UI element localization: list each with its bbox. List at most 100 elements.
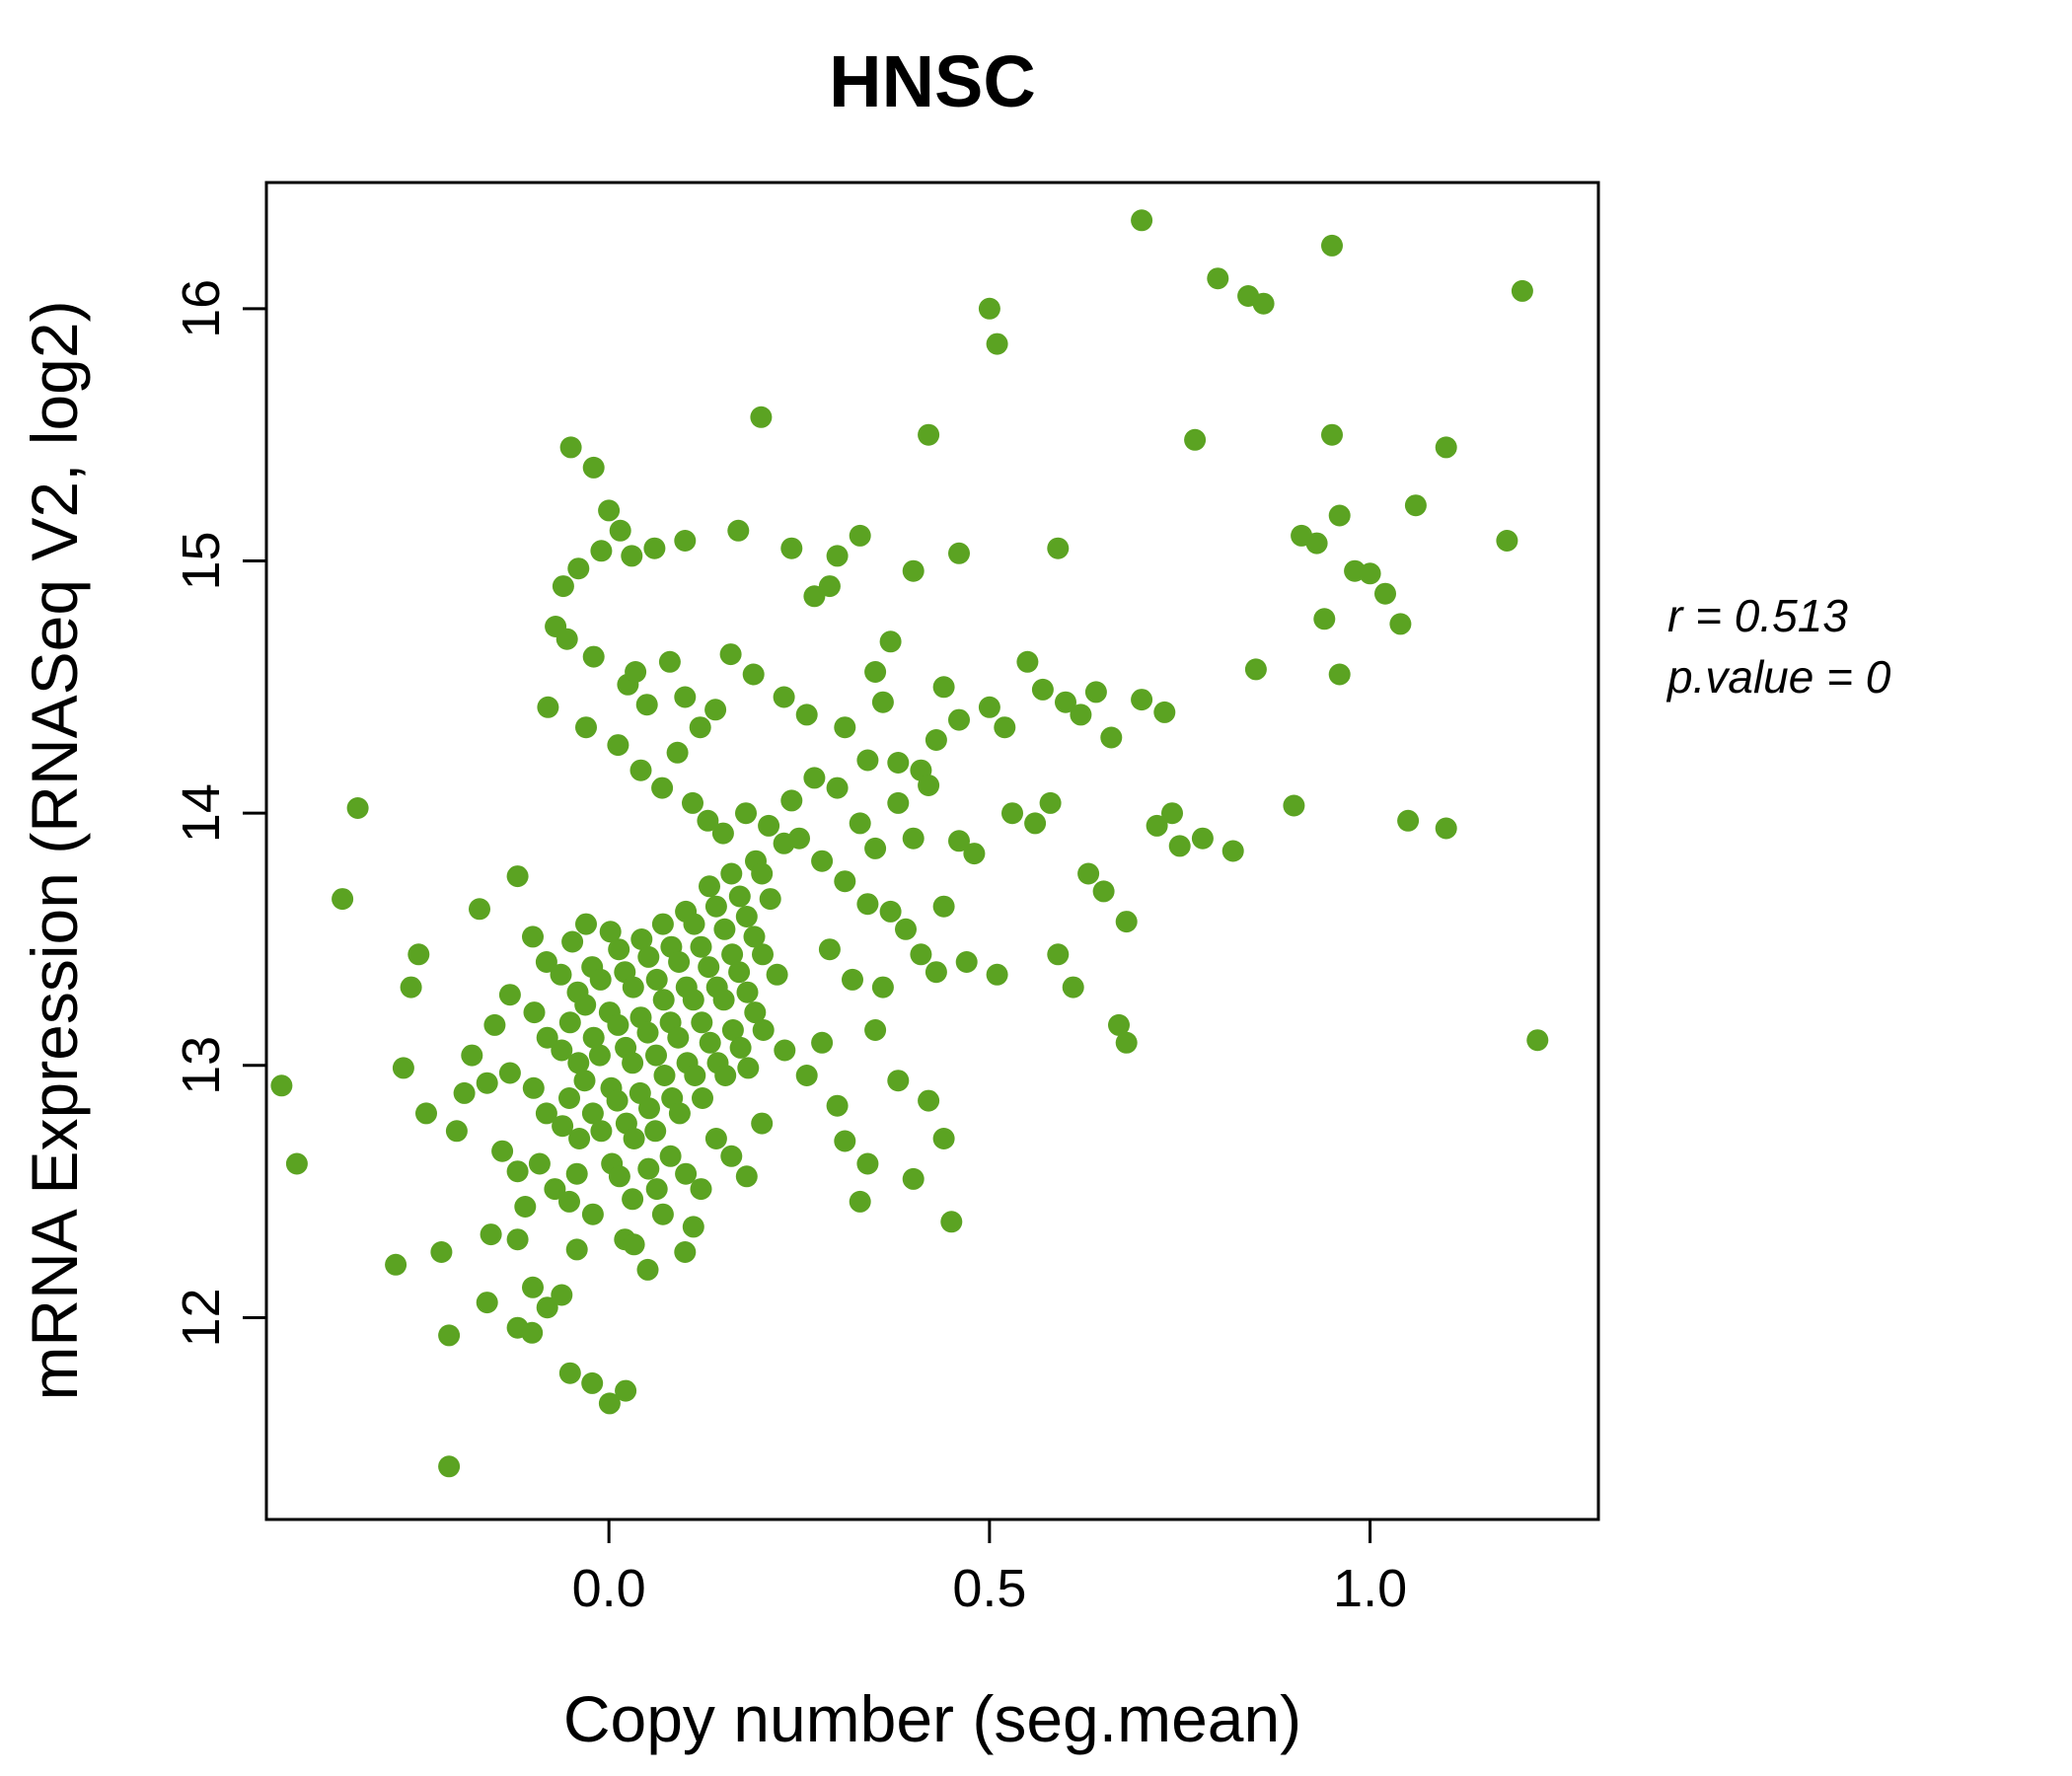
data-point: [1252, 292, 1275, 315]
data-point: [682, 989, 704, 1011]
data-point: [645, 1044, 667, 1067]
data-point: [1084, 681, 1107, 703]
data-point: [766, 963, 788, 986]
data-point: [683, 913, 705, 935]
data-point: [879, 630, 902, 653]
data-point: [932, 1128, 955, 1149]
data-point: [535, 1102, 557, 1125]
data-point: [811, 850, 834, 872]
data-point: [684, 1065, 706, 1086]
data-point: [1321, 423, 1343, 446]
data-point: [864, 837, 887, 859]
data-point: [535, 951, 557, 973]
data-point: [721, 1019, 744, 1041]
data-point: [948, 542, 970, 564]
data-point: [1047, 943, 1070, 966]
data-point: [637, 1157, 660, 1180]
data-point: [811, 1031, 834, 1054]
data-point: [744, 1001, 767, 1024]
data-point: [1191, 827, 1214, 850]
data-point: [635, 694, 658, 716]
data-point: [773, 832, 795, 854]
data-point: [759, 888, 781, 911]
data-point: [728, 961, 751, 984]
data-point: [932, 676, 955, 699]
data-point: [986, 333, 1008, 355]
data-point: [544, 1178, 566, 1201]
data-point: [879, 900, 902, 923]
data-point: [558, 1011, 581, 1034]
data-point: [842, 968, 863, 991]
data-point: [1184, 428, 1207, 451]
data-point: [1131, 689, 1153, 711]
data-point: [589, 968, 612, 991]
data-point: [445, 1120, 468, 1143]
data-point: [925, 729, 947, 751]
data-point: [567, 1052, 590, 1074]
data-point: [581, 1371, 604, 1394]
data-point: [659, 1145, 682, 1167]
data-point: [523, 1001, 546, 1024]
data-point: [955, 951, 978, 973]
data-point: [699, 875, 720, 898]
data-point: [918, 423, 940, 446]
data-point: [480, 1223, 502, 1246]
data-point: [682, 791, 703, 814]
data-point: [609, 519, 631, 542]
data-point: [599, 921, 622, 943]
data-point: [689, 716, 711, 739]
data-point: [622, 1188, 644, 1211]
data-point: [1062, 976, 1084, 999]
data-point: [1305, 532, 1328, 555]
data-point: [674, 1241, 697, 1263]
data-point: [636, 1021, 659, 1044]
data-point: [651, 913, 674, 935]
data-point: [752, 1019, 775, 1041]
data-point: [729, 1036, 752, 1059]
data-point: [498, 1062, 521, 1084]
data-point: [559, 436, 582, 459]
data-point: [491, 1140, 514, 1162]
data-point: [415, 1102, 437, 1125]
data-point: [714, 1065, 737, 1086]
data-point: [1153, 701, 1176, 723]
data-point: [555, 628, 578, 650]
x-axis-ticks: 0.0 0.5 1.0: [572, 1519, 1407, 1618]
data-point: [849, 812, 871, 835]
data-point: [887, 1070, 910, 1092]
data-point: [590, 540, 613, 562]
data-point: [521, 1321, 544, 1344]
data-point: [849, 524, 871, 547]
data-point: [750, 406, 773, 428]
data-point: [552, 1115, 574, 1138]
data-point: [1024, 812, 1047, 835]
data-point: [608, 938, 630, 961]
data-point: [1496, 530, 1518, 552]
data-point: [704, 699, 727, 721]
data-point: [522, 1276, 544, 1298]
data-point: [385, 1253, 407, 1276]
data-point: [653, 1065, 676, 1086]
data-point: [666, 741, 689, 764]
y-tick-label: 13: [172, 1036, 231, 1095]
data-point: [469, 898, 490, 921]
data-point: [561, 930, 584, 953]
data-point: [780, 789, 803, 812]
data-point: [774, 1039, 796, 1062]
data-point: [476, 1072, 498, 1094]
data-point: [438, 1455, 461, 1478]
data-point: [795, 1065, 818, 1086]
data-point: [1404, 494, 1427, 517]
data-point: [1108, 1013, 1130, 1036]
data-point: [735, 1165, 758, 1188]
data-point: [629, 759, 652, 781]
data-point: [407, 943, 430, 966]
data-point: [1526, 1029, 1549, 1052]
data-point: [735, 906, 758, 927]
data-point: [582, 456, 605, 479]
data-point: [773, 686, 795, 708]
data-point: [1092, 880, 1115, 903]
data-point: [818, 938, 841, 961]
data-point: [522, 1076, 545, 1099]
